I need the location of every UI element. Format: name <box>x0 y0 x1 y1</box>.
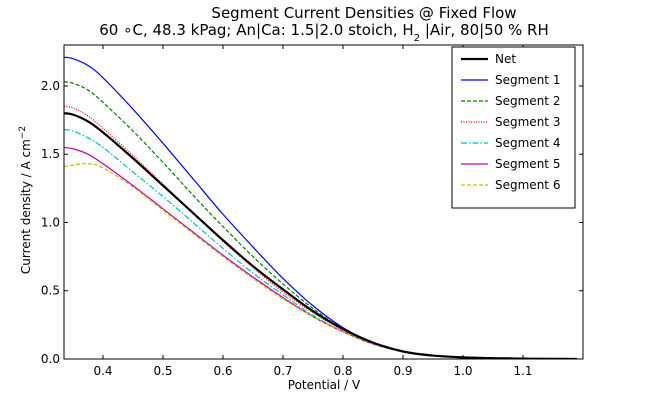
x-axis-label: Potential / V <box>288 378 361 392</box>
legend-label: Segment 5 <box>495 157 560 171</box>
y-axis-label-main: Current density / A cm <box>19 139 33 274</box>
legend-label: Segment 6 <box>495 178 560 192</box>
series-line-segment-3 <box>64 105 578 359</box>
x-tick-label: 0.5 <box>153 364 172 378</box>
legend-box <box>451 46 576 209</box>
y-tick-label: 0.5 <box>41 284 60 298</box>
y-tick-label: 0.0 <box>41 352 60 366</box>
y-axis-label: Current density / A cm−2 <box>18 126 33 274</box>
chart-subtitle-subscript: 2 <box>414 33 420 44</box>
chart-subtitle-part-2: |Air, 80|50 % RH <box>420 21 549 39</box>
plot-area-frame <box>63 44 584 360</box>
y-tick-label: 1.5 <box>41 147 60 161</box>
chart-title: Segment Current Densities @ Fixed Flow <box>211 4 516 22</box>
chart-subtitle: 60 ∘C, 48.3 kPag; An|Ca: 1.5|2.0 stoich,… <box>99 21 549 44</box>
legend-label: Segment 4 <box>495 136 560 150</box>
x-tick-label: 0.4 <box>93 364 112 378</box>
x-tick-label: 1.0 <box>453 364 472 378</box>
ticks-layer: 0.4 0.5 0.6 0.7 0.8 0.9 1.0 1.1 0.0 0.5 1.0 1.5 2.0 <box>41 45 583 378</box>
legend-label: Segment 3 <box>495 115 560 129</box>
x-tick-label: 0.9 <box>393 364 412 378</box>
x-tick-label: 1.1 <box>513 364 532 378</box>
chart-subtitle-part-1: 60 ∘C, 48.3 kPag; An|Ca: 1.5|2.0 stoich,… <box>99 21 413 39</box>
legend-label: Segment 2 <box>495 94 560 108</box>
legend-label: Net <box>495 52 516 66</box>
series-layer <box>64 56 578 359</box>
x-tick-label: 0.8 <box>333 364 352 378</box>
x-tick-label: 0.7 <box>273 364 292 378</box>
legend-label: Segment 1 <box>495 73 560 87</box>
x-tick-label: 0.6 <box>213 364 232 378</box>
legend: Net Segment 1 Segment 2 Segment 3 Segment 4 S… <box>451 46 576 209</box>
y-tick-label: 1.0 <box>41 215 60 229</box>
y-tick-label: 2.0 <box>41 79 60 93</box>
series-line-net <box>64 112 578 359</box>
y-axis-label-superscript: −2 <box>18 126 28 139</box>
